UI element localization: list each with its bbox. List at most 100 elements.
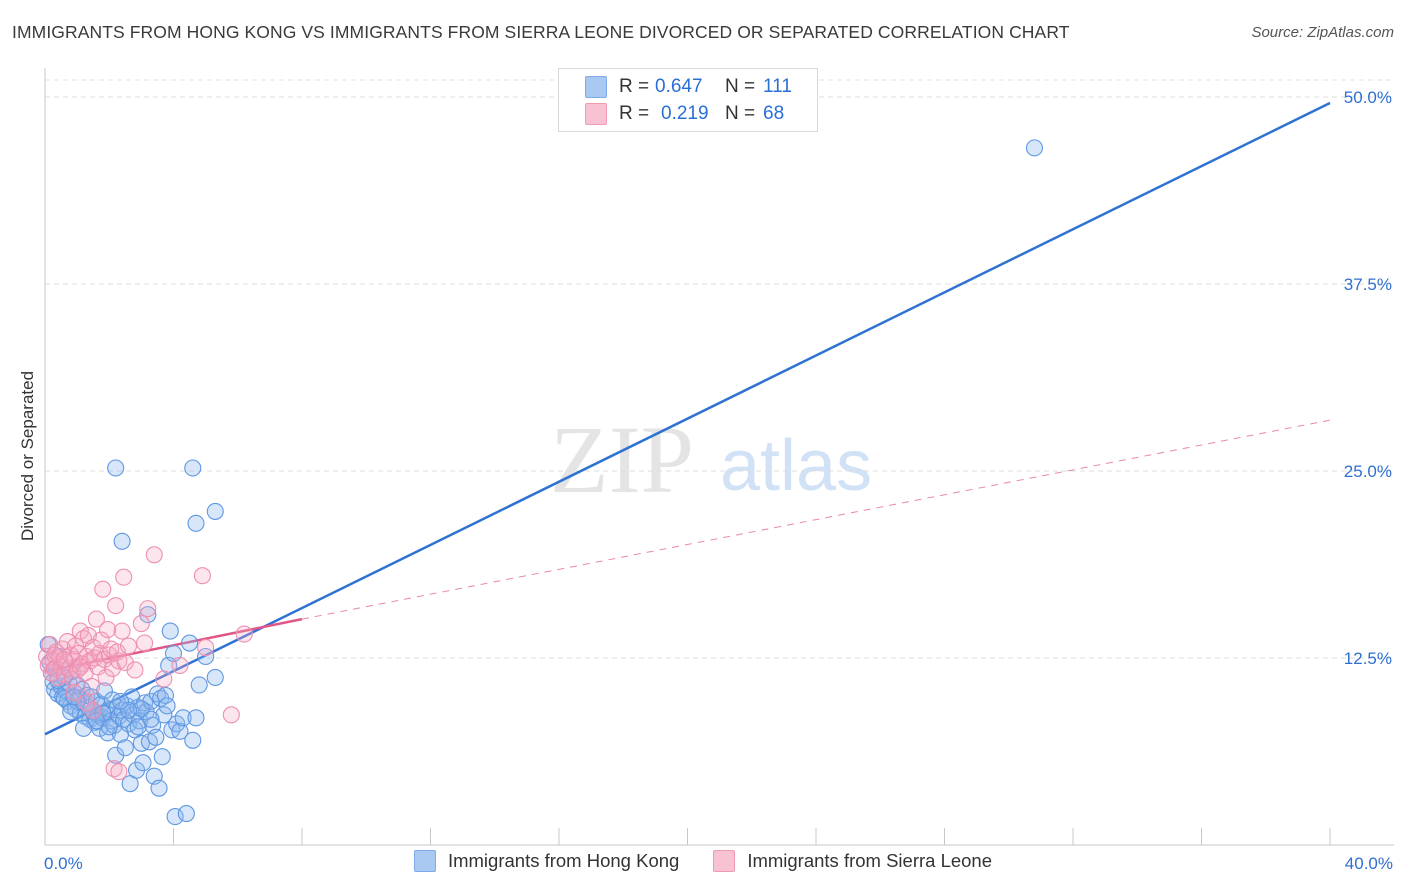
tick-labels: 12.5% 25.0% 37.5% 50.0% 0.0% 40.0% [44,88,1393,873]
sierra-leone-point [155,670,173,688]
hong-kong-point [150,779,168,797]
hong-kong-point [119,715,138,733]
hong-kong-point [206,668,224,686]
sierra-leone-point [87,610,105,628]
sierra-leone-point [78,694,96,712]
sierra-leone-point [65,683,83,701]
hong-kong-point [187,709,205,727]
hong-kong-point [184,459,202,477]
hong-kong-point [153,748,171,766]
x-tick-label: 0.0% [44,854,83,873]
legend-swatch-hong-kong [585,76,607,98]
sierra-leone-point [110,763,128,781]
hong-kong-point [181,634,199,652]
legend-r-label: R = [619,103,650,124]
sierra-leone-point [83,677,101,695]
hong-kong-point [206,502,224,520]
legend-swatch-sierra-leone [585,103,607,125]
series-legend-sierra-leone[interactable]: Immigrants from Sierra Leone [713,850,992,872]
hong-kong-point [111,692,130,710]
sierra-leone-point [97,668,115,686]
hong-kong-point [147,728,165,746]
sierra-leone-point [107,597,125,615]
legend-n-value: 111 [763,76,792,97]
hong-kong-point [1025,139,1043,157]
chart-title: IMMIGRANTS FROM HONG KONG VS IMMIGRANTS … [12,22,1070,42]
hong-kong-point [197,647,215,666]
y-tick-label: 37.5% [1344,275,1392,294]
sierra-leone-point [94,580,112,598]
sierra-leone-point [105,760,123,778]
series-legend: Immigrants from Hong Kong Immigrants fro… [0,850,1406,872]
source-label: Source: ZipAtlas.com [1251,24,1394,41]
hong-kong-point [134,754,152,772]
series-label-sierra-leone: Immigrants from Sierra Leone [747,850,993,871]
sierra-leone-point [136,634,154,652]
sierra-leone-point [132,615,150,633]
series-swatch-sierra-leone [713,850,736,872]
y-tick-label: 25.0% [1344,462,1392,481]
hong-kong-point [158,697,176,715]
sierra-leone-point [115,568,133,586]
hong-kong-point [187,514,205,532]
hong-kong-point [116,739,134,757]
hong-kong-point [177,805,195,823]
watermark-atlas: atlas [720,426,872,506]
sierra-leone-point [139,600,157,618]
series-swatch-hong-kong [413,850,436,872]
legend-n-label: N = [725,103,756,124]
y-tick-label: 12.5% [1344,649,1392,668]
watermark-zip: ZIP [550,406,694,513]
hong-kong-point [75,719,93,737]
legend-n-value: 68 [763,103,785,124]
hong-kong-point [132,700,150,718]
sierra-leone-point [110,652,128,670]
legend-row-sierra-leone: R = 0.219 N = 68 [585,102,784,126]
hong-kong-point [113,532,131,550]
hong-kong-point [174,709,192,727]
legend-r-value: 0.647 [655,76,703,97]
sierra-leone-point [197,638,215,657]
sierra-leone-point [235,625,253,643]
x-tick-label: 40.0% [1345,854,1393,873]
data-points [38,139,1043,826]
legend-r-value: 0.219 [661,103,709,124]
hong-kong-point [129,718,147,736]
sierra-leone-point [119,637,138,655]
hong-kong-point [184,731,202,749]
hong-kong-point [156,686,175,704]
legend-row-hong-kong: R = 0.647 N = 111 [585,75,792,99]
sierra-leone-point [99,621,117,639]
watermark: ZIP atlas [550,406,872,513]
hong-kong-point [161,622,179,640]
hong-kong-point [155,706,173,724]
hong-kong-point [190,676,208,694]
hong-kong-point [171,722,189,740]
hong-kong-point [142,710,160,728]
series-legend-hong-kong[interactable]: Immigrants from Hong Kong [413,850,680,872]
sierra-leone-point [71,658,89,676]
legend-n-label: N = [725,76,756,97]
axes [44,68,1394,846]
grid [45,79,1394,659]
sierra-leone-point [193,567,211,585]
hong-kong-point [139,606,157,624]
sierra-leone-point [222,706,240,724]
y-tick-label: 50.0% [1344,88,1392,107]
sierra-leone-trendline-extension [301,419,1331,620]
correlation-legend: R = 0.647 N = 111 R = 0.219 N = 68 [558,68,818,132]
sierra-leone-point [58,632,77,651]
sierra-leone-point [171,656,189,675]
hong-kong-point [62,703,80,721]
sierra-leone-point [55,650,73,669]
sierra-leone-point [113,622,131,640]
hong-kong-point [166,808,184,826]
series-label-hong-kong: Immigrants from Hong Kong [447,850,680,871]
hong-kong-point [87,712,105,730]
sierra-leone-point [46,646,64,664]
hong-kong-point [107,459,125,477]
sierra-leone-point [126,661,144,679]
sierra-leone-point [145,546,163,564]
legend-r-label: R = [619,76,650,97]
